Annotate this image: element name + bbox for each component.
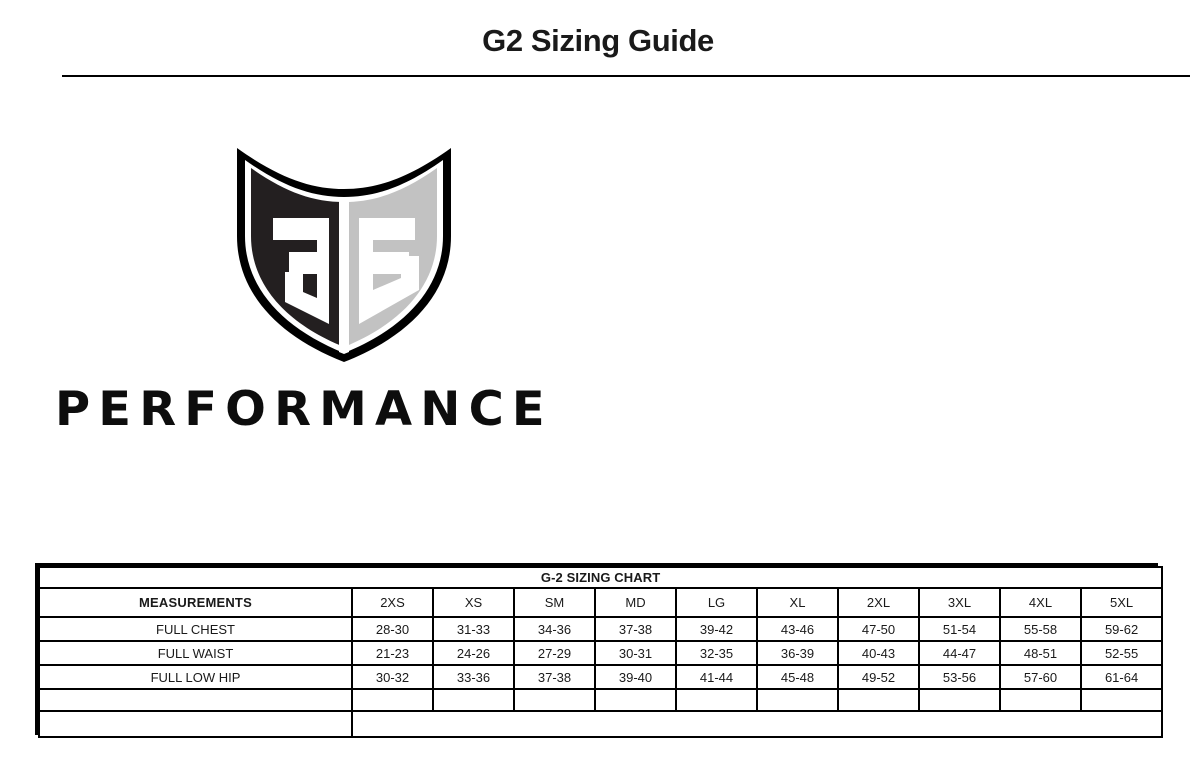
cell-value: 55-58: [999, 616, 1082, 642]
cell-value: 37-38: [513, 664, 596, 690]
cell-value: [1079, 688, 1164, 712]
size-header-lg: LG: [675, 587, 758, 618]
size-header-5xl: 5XL: [1079, 587, 1164, 618]
cell-value: 48-51: [999, 640, 1082, 666]
cell-value: 36-39: [756, 640, 839, 666]
size-header-3xl: 3XL: [918, 587, 1001, 618]
cell-value: 51-54: [918, 616, 1001, 642]
cell-value: 39-42: [675, 616, 758, 642]
cell-value: 28-30: [351, 616, 434, 642]
size-header-sm: SM: [513, 587, 596, 618]
cell-value: [756, 688, 839, 712]
cell-value: 47-50: [837, 616, 920, 642]
table-header-row: MEASUREMENTS 2XS XS SM MD LG XL 2XL 3XL …: [38, 587, 1164, 618]
cell-value: 53-56: [918, 664, 1001, 690]
cell-value: [594, 688, 677, 712]
size-header-4xl: 4XL: [999, 587, 1082, 618]
cell-value: 27-29: [513, 640, 596, 666]
cell-value: 59-62: [1079, 616, 1164, 642]
page-title: G2 Sizing Guide: [482, 23, 714, 58]
table-row: FULL CHEST 28-30 31-33 34-36 37-38 39-42…: [38, 616, 1164, 642]
cell-value: 30-31: [594, 640, 677, 666]
cell-value: 44-47: [918, 640, 1001, 666]
cell-value: 32-35: [675, 640, 758, 666]
cell-value: 45-48: [756, 664, 839, 690]
brand-block: PERFORMANCE: [55, 140, 635, 440]
cell-value: 39-40: [594, 664, 677, 690]
table-row: FULL WAIST 21-23 24-26 27-29 30-31 32-35…: [38, 640, 1164, 666]
row-label: FULL LOW HIP: [38, 664, 353, 690]
cell-value: [999, 688, 1082, 712]
size-header-2xs: 2XS: [351, 587, 434, 618]
cell-value: 43-46: [756, 616, 839, 642]
row-label: FULL WAIST: [38, 640, 353, 666]
cell-value: [837, 688, 920, 712]
cell-value: 21-23: [351, 640, 434, 666]
chart-title: G-2 SIZING CHART: [37, 566, 1164, 589]
table-row: FULL LOW HIP 30-32 33-36 37-38 39-40 41-…: [38, 664, 1164, 690]
g2-shield-logo-icon: [233, 140, 455, 365]
cell-value: 30-32: [351, 664, 434, 690]
brand-wordmark: PERFORMANCE: [55, 382, 553, 437]
table-footer-row: [38, 710, 1164, 738]
cell-value: [675, 688, 758, 712]
size-header-xs: XS: [432, 587, 515, 618]
size-header-md: MD: [594, 587, 677, 618]
cell-value: 52-55: [1079, 640, 1164, 666]
cell-value: [918, 688, 1001, 712]
footer-merged-cell: [350, 710, 1164, 738]
cell-value: [351, 688, 434, 712]
row-label: [38, 688, 353, 712]
cell-value: 41-44: [675, 664, 758, 690]
table-row-empty: [38, 688, 1164, 712]
size-header-xl: XL: [756, 587, 839, 618]
page-header: G2 Sizing Guide: [0, 0, 1196, 78]
cell-value: 31-33: [432, 616, 515, 642]
measurements-header: MEASUREMENTS: [38, 587, 353, 618]
cell-value: 34-36: [513, 616, 596, 642]
chart-title-row: G-2 SIZING CHART: [37, 566, 1164, 589]
size-header-2xl: 2XL: [837, 587, 920, 618]
cell-value: [432, 688, 515, 712]
cell-value: [513, 688, 596, 712]
sizing-chart: G-2 SIZING CHART MEASUREMENTS 2XS XS SM …: [35, 563, 1164, 738]
cell-value: 57-60: [999, 664, 1082, 690]
header-divider: [62, 75, 1190, 77]
cell-value: 49-52: [837, 664, 920, 690]
sizing-chart-table: G-2 SIZING CHART MEASUREMENTS 2XS XS SM …: [37, 566, 1164, 738]
cell-value: 37-38: [594, 616, 677, 642]
row-label: FULL CHEST: [38, 616, 353, 642]
cell-value: 40-43: [837, 640, 920, 666]
footer-label: [38, 710, 353, 738]
cell-value: 61-64: [1079, 664, 1164, 690]
cell-value: 24-26: [432, 640, 515, 666]
cell-value: 33-36: [432, 664, 515, 690]
